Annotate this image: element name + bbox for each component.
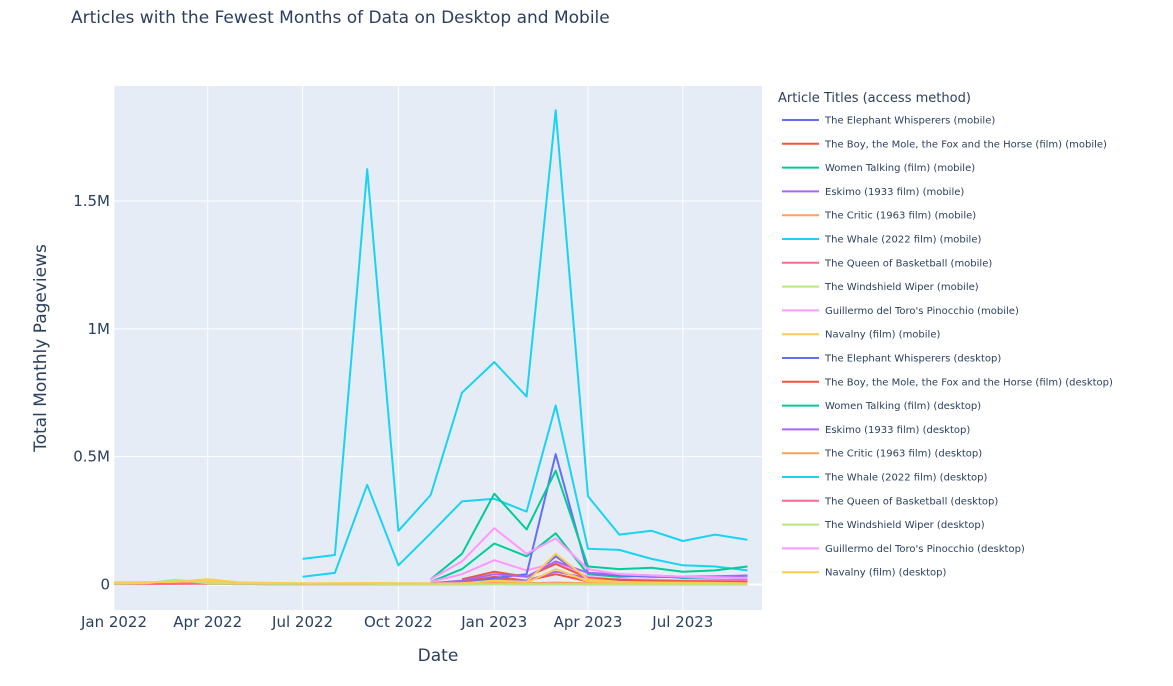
x-tick-label: Jan 2023 xyxy=(460,613,527,631)
y-tick-label: 1M xyxy=(88,320,111,338)
series-line xyxy=(430,527,748,581)
series-line xyxy=(302,109,748,560)
legend-item[interactable]: The Boy, the Mole, the Fox and the Horse… xyxy=(782,139,1107,150)
legend-item[interactable]: The Elephant Whisperers (mobile) xyxy=(782,116,995,127)
legend-item[interactable]: The Critic (1963 film) (desktop) xyxy=(782,449,982,460)
series-line xyxy=(113,552,748,585)
x-tick-label: Apr 2022 xyxy=(173,613,242,631)
legend-item[interactable]: The Elephant Whisperers (desktop) xyxy=(782,354,1001,365)
legend-item[interactable]: Eskimo (1933 film) (mobile) xyxy=(782,187,964,198)
legend-label: The Whale (2022 film) (desktop) xyxy=(824,473,987,484)
x-axis-ticks: Jan 2022 Apr 2022 Jul 2022 Oct 2022 Jan 2023… xyxy=(80,613,713,631)
legend-label: The Queen of Basketball (desktop) xyxy=(824,496,998,507)
legend-item[interactable]: Women Talking (film) (desktop) xyxy=(782,401,981,412)
plot-area xyxy=(114,86,762,610)
legend-item[interactable]: The Queen of Basketball (desktop) xyxy=(782,496,998,507)
legend-title: Article Titles (access method) xyxy=(778,91,971,106)
chart-title: Articles with the Fewest Months of Data … xyxy=(71,8,610,28)
legend-item[interactable]: The Queen of Basketball (mobile) xyxy=(782,258,992,269)
legend-label: The Boy, the Mole, the Fox and the Horse… xyxy=(824,377,1113,388)
legend-label: The Queen of Basketball (mobile) xyxy=(824,258,992,269)
legend-label: Guillermo del Toro's Pinocchio (mobile) xyxy=(825,306,1019,317)
legend-label: The Windshield Wiper (desktop) xyxy=(824,520,985,531)
series-line xyxy=(461,563,748,583)
legend-item[interactable]: The Critic (1963 film) (mobile) xyxy=(782,211,976,222)
legend-item[interactable]: Eskimo (1933 film) (desktop) xyxy=(782,425,970,436)
legend-item[interactable]: Guillermo del Toro's Pinocchio (desktop) xyxy=(782,544,1025,555)
y-tick-label: 0 xyxy=(100,575,110,593)
legend-label: The Windshield Wiper (mobile) xyxy=(824,282,979,293)
legend-item[interactable]: The Boy, the Mole, the Fox and the Horse… xyxy=(782,377,1113,388)
x-tick-label: Jul 2022 xyxy=(271,613,333,631)
legend-label: The Boy, the Mole, the Fox and the Horse… xyxy=(824,139,1107,150)
legend-label: Women Talking (film) (desktop) xyxy=(825,401,981,412)
x-tick-label: Oct 2022 xyxy=(364,613,433,631)
legend-label: Guillermo del Toro's Pinocchio (desktop) xyxy=(825,544,1025,555)
legend: Article Titles (access method) The Eleph… xyxy=(778,91,1113,579)
series-line xyxy=(302,404,748,578)
legend-item[interactable]: The Whale (2022 film) (mobile) xyxy=(782,235,981,246)
legend-item[interactable]: Women Talking (film) (mobile) xyxy=(782,163,975,174)
legend-label: Eskimo (1933 film) (mobile) xyxy=(825,187,964,198)
y-tick-label: 0.5M xyxy=(73,448,110,466)
legend-item[interactable]: The Whale (2022 film) (desktop) xyxy=(782,473,987,484)
x-axis-title: Date xyxy=(418,646,459,666)
legend-label: Navalny (film) (desktop) xyxy=(825,568,946,579)
legend-label: Eskimo (1933 film) (desktop) xyxy=(825,425,970,436)
legend-label: The Critic (1963 film) (mobile) xyxy=(824,211,976,222)
legend-item[interactable]: Navalny (film) (mobile) xyxy=(782,330,940,341)
legend-item[interactable]: The Windshield Wiper (mobile) xyxy=(782,282,979,293)
legend-label: The Elephant Whisperers (desktop) xyxy=(824,354,1001,365)
x-tick-label: Apr 2023 xyxy=(554,613,623,631)
x-tick-label: Jul 2023 xyxy=(651,613,713,631)
legend-item[interactable]: Navalny (film) (desktop) xyxy=(782,568,946,579)
x-tick-label: Jan 2022 xyxy=(80,613,147,631)
series-line xyxy=(430,469,748,581)
y-axis-title: Total Monthly Pageviews xyxy=(31,244,51,453)
legend-label: The Critic (1963 film) (desktop) xyxy=(824,449,982,460)
legend-label: The Elephant Whisperers (mobile) xyxy=(824,116,995,127)
legend-label: Women Talking (film) (mobile) xyxy=(825,163,975,174)
gridlines xyxy=(113,86,762,610)
series-lines xyxy=(113,109,748,586)
legend-label: The Whale (2022 film) (mobile) xyxy=(824,235,981,246)
y-axis-ticks: 0 0.5M 1M 1.5M xyxy=(73,192,110,593)
y-tick-label: 1.5M xyxy=(73,192,110,210)
legend-item[interactable]: Guillermo del Toro's Pinocchio (mobile) xyxy=(782,306,1019,317)
legend-item[interactable]: The Windshield Wiper (desktop) xyxy=(782,520,985,531)
legend-label: Navalny (film) (mobile) xyxy=(825,330,940,341)
